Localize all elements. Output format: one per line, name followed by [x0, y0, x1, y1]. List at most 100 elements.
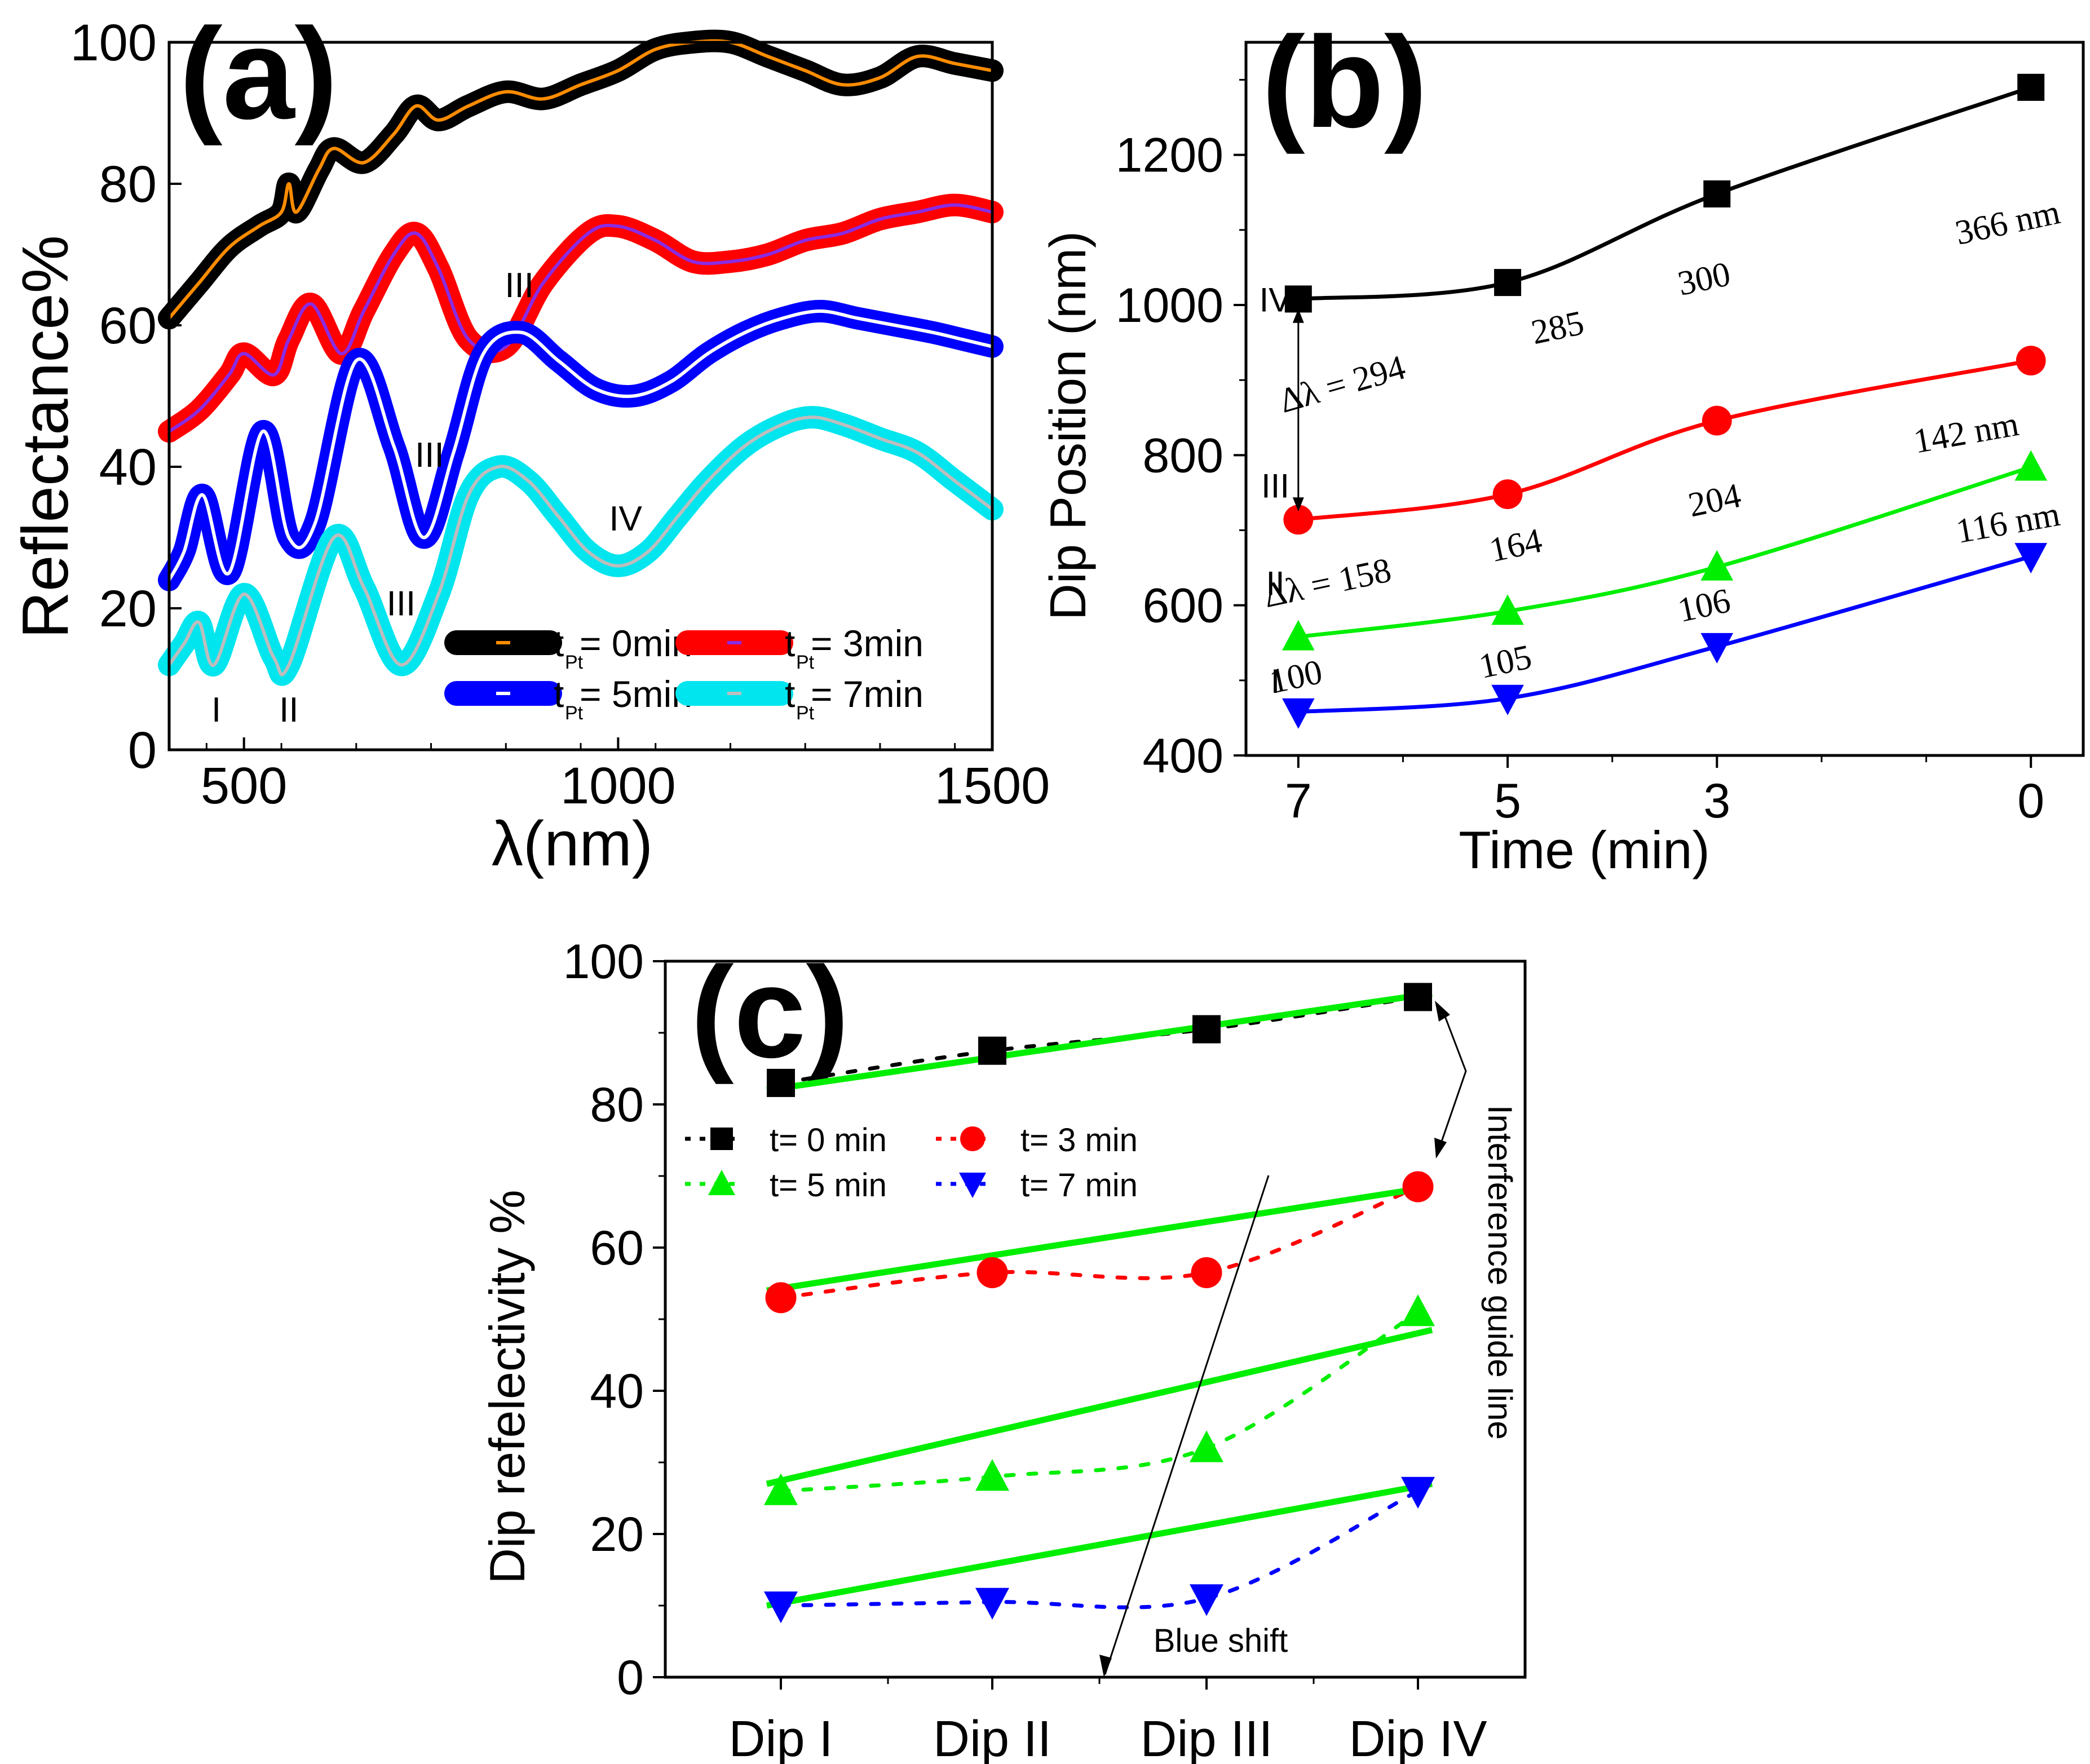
b-annotation: 164	[1486, 521, 1545, 570]
b-series-line-0	[1298, 85, 2032, 301]
c-ytick-label: 100	[563, 935, 644, 989]
b-point	[1491, 594, 1524, 625]
b-xtick-label: 7	[1285, 774, 1312, 828]
a-ytick-label: 60	[99, 297, 157, 355]
c-point	[975, 1588, 1009, 1620]
panel-b-xlabel: Time (min)	[1459, 820, 1710, 879]
c-guide-arrow-head-bottom	[1434, 1138, 1447, 1159]
c-point	[1404, 983, 1432, 1011]
b-annotation: 204	[1685, 476, 1744, 525]
c-point	[1401, 1294, 1435, 1327]
c-legend-label-1: t= 3 min	[1020, 1122, 1138, 1159]
panel-a-label: (a)	[179, 1, 338, 146]
panel-a-xlabel: λ(nm)	[492, 808, 653, 879]
panel-a-ylabel: Reflectance%	[8, 235, 82, 639]
c-legend-label-3: t= 7 min	[1020, 1167, 1138, 1204]
c-guide-arrow	[1437, 1011, 1467, 1153]
b-ytick-label: 600	[1143, 579, 1224, 633]
c-guide-label: Interference guide line	[1481, 1105, 1519, 1440]
b-ytick-label: 1200	[1116, 129, 1223, 183]
panel-b-series	[1282, 73, 2047, 729]
c-blue-shift-arrow-head	[1099, 1655, 1112, 1677]
panel-c-label: (c)	[691, 940, 849, 1085]
c-guide-line-1	[766, 1183, 1433, 1294]
c-blue-shift-label: Blue shift	[1154, 1622, 1288, 1659]
c-blue-shift-arrow	[1104, 1175, 1270, 1675]
c-point	[1191, 1257, 1222, 1288]
a-dip-label: III	[387, 585, 416, 624]
panel-a-frame	[167, 41, 994, 751]
b-ytick-label: 1000	[1116, 278, 1223, 333]
b-row-label: II	[1266, 565, 1284, 603]
a-legend-sub-1: Pt	[796, 652, 815, 673]
a-ytick-label: 80	[99, 156, 157, 213]
b-arrow-head-up	[1292, 308, 1304, 323]
c-guide-arrow-head-top	[1435, 1001, 1450, 1022]
c-xtick-label: Dip III	[1140, 1711, 1272, 1764]
panel-c-annotations: Blue shift Interference guide line	[1099, 1001, 1519, 1677]
b-point	[1494, 269, 1522, 297]
c-series-line-2	[779, 1310, 1420, 1493]
panel-a-ticks: 500 1000 1500 0 20 40 60 80 100	[70, 14, 1050, 815]
b-point	[1492, 479, 1523, 510]
c-guide-line-0	[766, 990, 1433, 1094]
c-legend-label-0: t= 0 min	[770, 1122, 887, 1159]
b-row-label: I	[1271, 662, 1280, 700]
a-legend-label-2: = 5min	[580, 673, 692, 715]
b-annotation: 105	[1475, 638, 1535, 686]
b-row-label: III	[1261, 467, 1289, 505]
panel-b-frame	[1244, 41, 2085, 757]
c-legend-marker-2	[708, 1170, 735, 1195]
c-legend-marker-0	[710, 1128, 733, 1150]
a-series-core-2	[167, 309, 993, 581]
a-xtick-label: 1500	[935, 757, 1050, 815]
a-xtick-label: 1000	[560, 757, 676, 815]
b-point	[1283, 505, 1314, 535]
panel-c-series	[764, 983, 1435, 1624]
b-point	[1282, 620, 1315, 651]
panel-b-ylabel: Dip Position (nm)	[1040, 231, 1097, 620]
b-annotation: 142 nm	[1911, 405, 2022, 461]
c-point	[976, 1257, 1008, 1288]
c-ytick-label: 60	[590, 1221, 644, 1275]
c-point	[1402, 1171, 1434, 1202]
c-xtick-label: Dip IV	[1349, 1711, 1487, 1764]
panel-c: (c) Dip refelectivity % Dip I Dip II Dip I…	[479, 935, 1527, 1764]
panel-c-legend: t= 0 min t= 3 min t= 5 min t= 7 min	[685, 1122, 1138, 1204]
b-point	[1703, 180, 1731, 207]
b-arrow-head-down	[1292, 497, 1304, 512]
b-annotation: 366 nm	[1952, 193, 2064, 253]
a-legend-prefix-0: t	[554, 622, 564, 664]
c-point	[764, 1591, 798, 1624]
b-point	[1282, 698, 1315, 729]
c-point	[1401, 1476, 1435, 1509]
c-xtick-label: Dip I	[728, 1711, 833, 1764]
c-ytick-label: 80	[590, 1078, 644, 1132]
b-series-line-1	[1298, 359, 2031, 522]
a-dip-label: III	[415, 436, 444, 475]
a-ytick-label: 20	[99, 580, 157, 638]
b-point	[1491, 684, 1524, 715]
c-series-line-3	[779, 1489, 1420, 1610]
a-legend-sub-3: Pt	[796, 702, 815, 724]
a-legend-sub-0: Pt	[565, 652, 584, 673]
b-point	[2016, 346, 2046, 375]
b-xtick-label: 0	[2017, 774, 2044, 828]
b-point	[2017, 73, 2045, 101]
c-guide-line-3	[766, 1480, 1433, 1609]
a-dip-label: III	[505, 266, 534, 305]
a-legend-prefix-2: t	[554, 673, 564, 715]
a-dip-label: I	[211, 691, 221, 730]
b-ytick-label: 400	[1143, 729, 1224, 783]
b-annotation: 285	[1528, 303, 1587, 352]
a-ytick-label: 100	[70, 14, 157, 72]
b-annotation: 300	[1674, 255, 1734, 303]
c-point	[767, 1068, 795, 1097]
b-point	[1700, 550, 1734, 581]
a-dip-label: II	[279, 691, 298, 730]
a-dip-label: IV	[609, 499, 642, 538]
a-legend-prefix-3: t	[785, 673, 795, 715]
